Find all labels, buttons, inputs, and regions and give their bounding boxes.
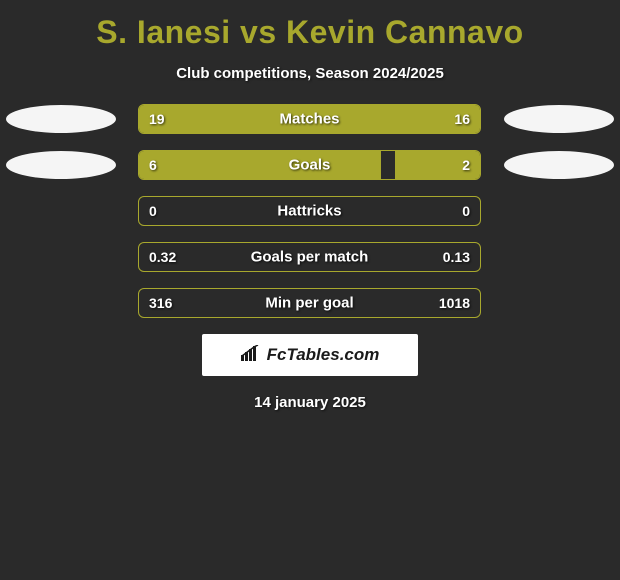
player-shape-right xyxy=(504,151,614,179)
stat-bar-track: 316 1018 Min per goal xyxy=(138,288,481,318)
stat-row: 316 1018 Min per goal xyxy=(0,288,620,318)
stat-label: Min per goal xyxy=(265,295,353,312)
stat-row: 0.32 0.13 Goals per match xyxy=(0,242,620,272)
stat-value-right: 1018 xyxy=(439,295,470,311)
stat-value-right: 16 xyxy=(454,111,470,127)
stat-bar-track: 19 16 Matches xyxy=(138,104,481,134)
logo-box: FcTables.com xyxy=(202,334,418,376)
bars-icon xyxy=(241,345,263,366)
stat-bar-track: 0.32 0.13 Goals per match xyxy=(138,242,481,272)
comparison-chart: 19 16 Matches 6 2 Goals 0 0 Hattricks 0.32 0.13 Goa… xyxy=(0,104,620,318)
stat-bar-track: 6 2 Goals xyxy=(138,150,481,180)
stat-value-right: 0 xyxy=(462,203,470,219)
stat-value-left: 0 xyxy=(149,203,157,219)
player-shape-left xyxy=(6,105,116,133)
stat-bar-track: 0 0 Hattricks xyxy=(138,196,481,226)
stat-bar-left xyxy=(139,151,381,179)
player-shape-right xyxy=(504,105,614,133)
subtitle: Club competitions, Season 2024/2025 xyxy=(0,65,620,82)
stat-row: 0 0 Hattricks xyxy=(0,196,620,226)
page-title: S. Ianesi vs Kevin Cannavo xyxy=(0,0,620,51)
stat-label: Hattricks xyxy=(277,203,341,220)
stat-value-right: 0.13 xyxy=(443,249,470,265)
stat-label: Goals per match xyxy=(251,249,369,266)
stat-label: Goals xyxy=(289,157,331,174)
date-label: 14 january 2025 xyxy=(0,394,620,411)
logo-label: FcTables.com xyxy=(267,345,380,365)
stat-value-right: 2 xyxy=(462,157,470,173)
player-shape-left xyxy=(6,151,116,179)
logo: FcTables.com xyxy=(241,345,380,366)
stat-row: 6 2 Goals xyxy=(0,150,620,180)
stat-value-left: 316 xyxy=(149,295,172,311)
stat-value-left: 6 xyxy=(149,157,157,173)
stat-label: Matches xyxy=(279,111,339,128)
stat-value-left: 0.32 xyxy=(149,249,176,265)
stat-value-left: 19 xyxy=(149,111,165,127)
stat-row: 19 16 Matches xyxy=(0,104,620,134)
